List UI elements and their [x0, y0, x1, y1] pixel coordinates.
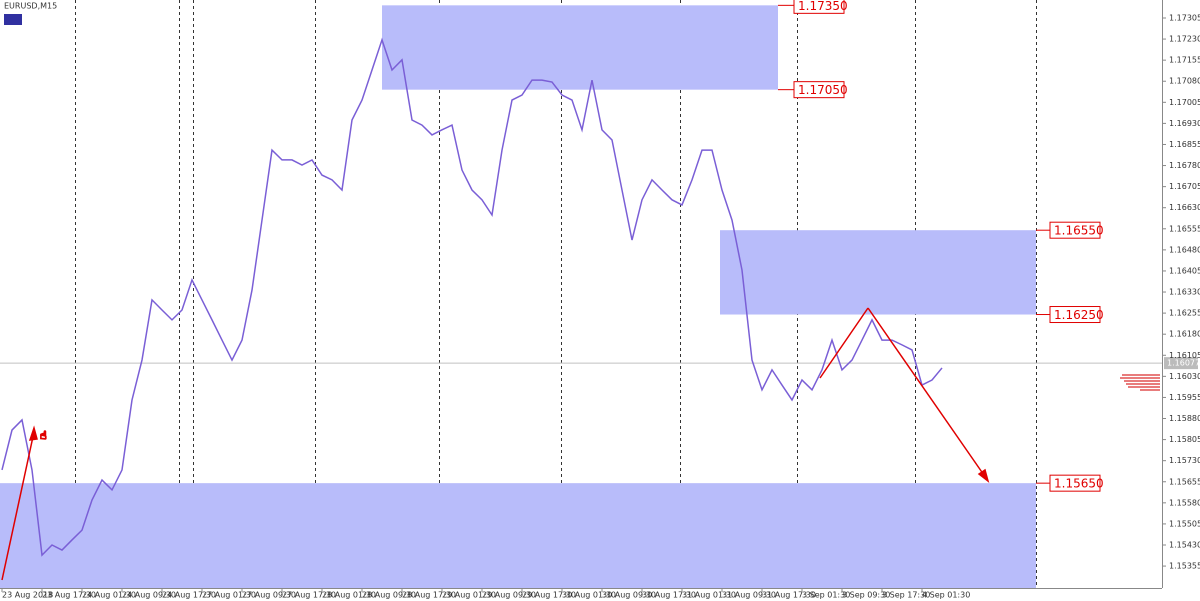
- x-tick-label: 23 Aug 2018: [2, 591, 53, 600]
- level-box: [1049, 474, 1101, 492]
- x-tick-label: 3 Sep 17:30: [882, 591, 930, 600]
- expand-button[interactable]: [4, 14, 22, 25]
- y-tick-label: 1.16855: [1169, 140, 1200, 149]
- zone: [720, 230, 1036, 315]
- y-tick-label: 1.16180: [1169, 330, 1200, 339]
- y-tick-label: 1.16555: [1169, 224, 1200, 233]
- x-tick-label: 31 Aug 01:30: [682, 591, 736, 600]
- market-profile: [1120, 374, 1160, 391]
- x-tick-label: 27 Aug 17:30: [282, 591, 336, 600]
- x-tick-label: 27 Aug 09:30: [242, 591, 296, 600]
- y-tick-label: 1.17230: [1169, 35, 1200, 44]
- x-tick-label: 24 Aug 01:30: [82, 591, 136, 600]
- current-price-box: [1164, 357, 1198, 370]
- level-label: 1.16550: [1054, 224, 1104, 238]
- y-tick-label: 1.16030: [1169, 372, 1200, 381]
- x-tick-label: 28 Aug 01:30: [322, 591, 376, 600]
- y-tick-label: 1.17005: [1169, 98, 1200, 107]
- level-label: 1.17350: [798, 0, 848, 13]
- x-tick-label: 27 Aug 01:30: [202, 591, 256, 600]
- y-tick-label: 1.15580: [1169, 498, 1200, 507]
- x-tick-label: 3 Sep 01:30: [802, 591, 850, 600]
- y-tick-label: 1.16255: [1169, 309, 1200, 318]
- x-tick-label: 29 Aug 17:30: [522, 591, 576, 600]
- x-tick-label: 31 Aug 09:30: [722, 591, 776, 600]
- y-tick-label: 1.16330: [1169, 288, 1200, 297]
- annotations: ☝: [1, 307, 990, 581]
- y-tick-label: 1.15505: [1169, 519, 1200, 528]
- y-tick-label: 1.15655: [1169, 477, 1200, 486]
- hand-icon: ☝: [40, 429, 47, 442]
- y-tick-label: 1.15355: [1169, 562, 1200, 571]
- zone: [0, 483, 1036, 588]
- level-label: 1.17050: [798, 83, 848, 97]
- x-tick-label: 30 Aug 17:30: [642, 591, 696, 600]
- x-tick-label: 30 Aug 01:30: [562, 591, 616, 600]
- level-label: 1.15650: [1054, 477, 1104, 491]
- level-label: 1.16250: [1054, 308, 1104, 322]
- x-tick-label: 23 Aug 17:30: [42, 591, 96, 600]
- x-tick-label: 24 Aug 17:30: [162, 591, 216, 600]
- y-tick-label: 1.15730: [1169, 456, 1200, 465]
- y-tick-label: 1.16780: [1169, 161, 1200, 170]
- y-tick-label: 1.15430: [1169, 540, 1200, 549]
- y-tick-label: 1.15880: [1169, 414, 1200, 423]
- y-tick-label: 1.16405: [1169, 266, 1200, 275]
- x-tick-label: 31 Aug 17:30: [762, 591, 816, 600]
- y-tick-label: 1.15805: [1169, 435, 1200, 444]
- y-tick-label: 1.15955: [1169, 393, 1200, 402]
- x-tick-label: 29 Aug 09:30: [482, 591, 536, 600]
- level-box: [1049, 306, 1101, 324]
- y-tick-label: 1.16630: [1169, 203, 1200, 212]
- x-tick-label: 4 Sep 01:30: [922, 591, 970, 600]
- y-tick-label: 1.16105: [1169, 351, 1200, 360]
- y-tick-label: 1.17080: [1169, 77, 1200, 86]
- current-price-label: 1.16077: [1167, 359, 1200, 368]
- level-box: [793, 0, 845, 14]
- y-tick-label: 1.17155: [1169, 56, 1200, 65]
- plot: 1.16077: [0, 37, 1200, 557]
- y-tick-label: 1.16705: [1169, 182, 1200, 191]
- x-tick-label: 24 Aug 09:30: [122, 591, 176, 600]
- level-box: [1049, 221, 1101, 239]
- x-tick-label: 28 Aug 09:30: [362, 591, 416, 600]
- zones: 1.17350 1.17050 1.16550 1.16250 1.15650: [0, 0, 1104, 588]
- x-tick-label: 3 Sep 09:30: [842, 591, 890, 600]
- price-line: [1, 37, 943, 557]
- x-tick-label: 30 Aug 09:30: [602, 591, 656, 600]
- level-box: [793, 81, 845, 99]
- y-tick-label: 1.16480: [1169, 245, 1200, 254]
- x-tick-label: 28 Aug 17:30: [402, 591, 456, 600]
- y-tick-label: 1.17305: [1169, 13, 1200, 22]
- chart-title: EURUSD,M15: [4, 2, 57, 11]
- zone: [382, 5, 778, 90]
- x-tick-label: 29 Aug 01:30: [442, 591, 496, 600]
- y-tick-label: 1.16930: [1169, 119, 1200, 128]
